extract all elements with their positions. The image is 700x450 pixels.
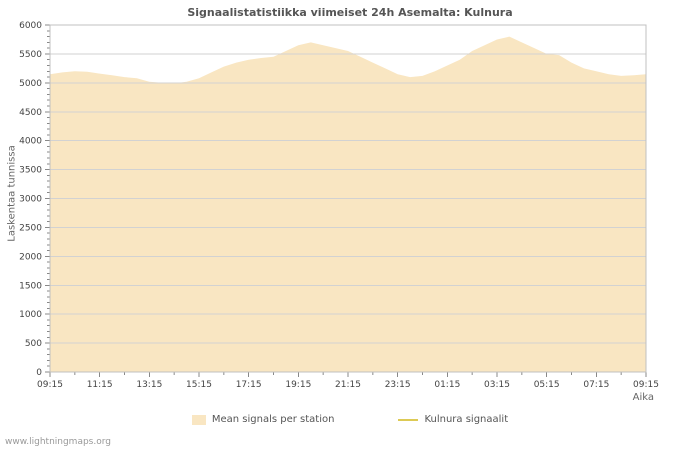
svg-text:3000: 3000 [19, 195, 42, 205]
x-axis-label: Aika [632, 392, 654, 403]
svg-text:5000: 5000 [19, 79, 42, 89]
svg-text:09:15: 09:15 [633, 380, 659, 390]
svg-text:01:15: 01:15 [434, 380, 460, 390]
svg-text:15:15: 15:15 [186, 380, 212, 390]
svg-text:4000: 4000 [19, 137, 42, 147]
legend: Mean signals per station Kulnura signaal… [0, 414, 700, 425]
svg-text:17:15: 17:15 [236, 380, 262, 390]
svg-text:6000: 6000 [19, 21, 42, 31]
svg-text:07:15: 07:15 [583, 380, 609, 390]
svg-text:03:15: 03:15 [484, 380, 510, 390]
svg-text:19:15: 19:15 [285, 380, 311, 390]
legend-item-mean-signals: Mean signals per station [191, 414, 335, 425]
legend-swatch-area [191, 414, 206, 425]
svg-text:4500: 4500 [19, 108, 42, 118]
svg-text:2000: 2000 [19, 252, 42, 262]
svg-text:13:15: 13:15 [136, 380, 162, 390]
chart-title: Signaalistatistiikka viimeiset 24h Asema… [187, 6, 513, 19]
svg-text:500: 500 [25, 339, 42, 349]
svg-text:1000: 1000 [19, 310, 42, 320]
svg-text:3500: 3500 [19, 166, 42, 176]
footer-link[interactable]: www.lightningmaps.org [5, 437, 111, 447]
legend-swatch-line [398, 418, 419, 421]
svg-text:23:15: 23:15 [385, 380, 411, 390]
svg-text:09:15: 09:15 [37, 380, 63, 390]
legend-label-mean-signals: Mean signals per station [211, 414, 335, 425]
legend-label-kulnura: Kulnura signaalit [424, 414, 509, 425]
y-axis-label: Laskentaa tunnissa [6, 145, 18, 242]
svg-text:11:15: 11:15 [87, 380, 113, 390]
svg-text:0: 0 [36, 368, 42, 378]
svg-text:5500: 5500 [19, 50, 42, 60]
legend-item-kulnura: Kulnura signaalit [398, 414, 508, 425]
chart-canvas: 0 500 1000 1500 2000 2500 3000 3500 4000 4500 5000… [19, 21, 659, 390]
svg-text:05:15: 05:15 [534, 380, 560, 390]
svg-text:21:15: 21:15 [335, 380, 361, 390]
svg-text:1500: 1500 [19, 281, 42, 291]
svg-text:2500: 2500 [19, 223, 42, 233]
